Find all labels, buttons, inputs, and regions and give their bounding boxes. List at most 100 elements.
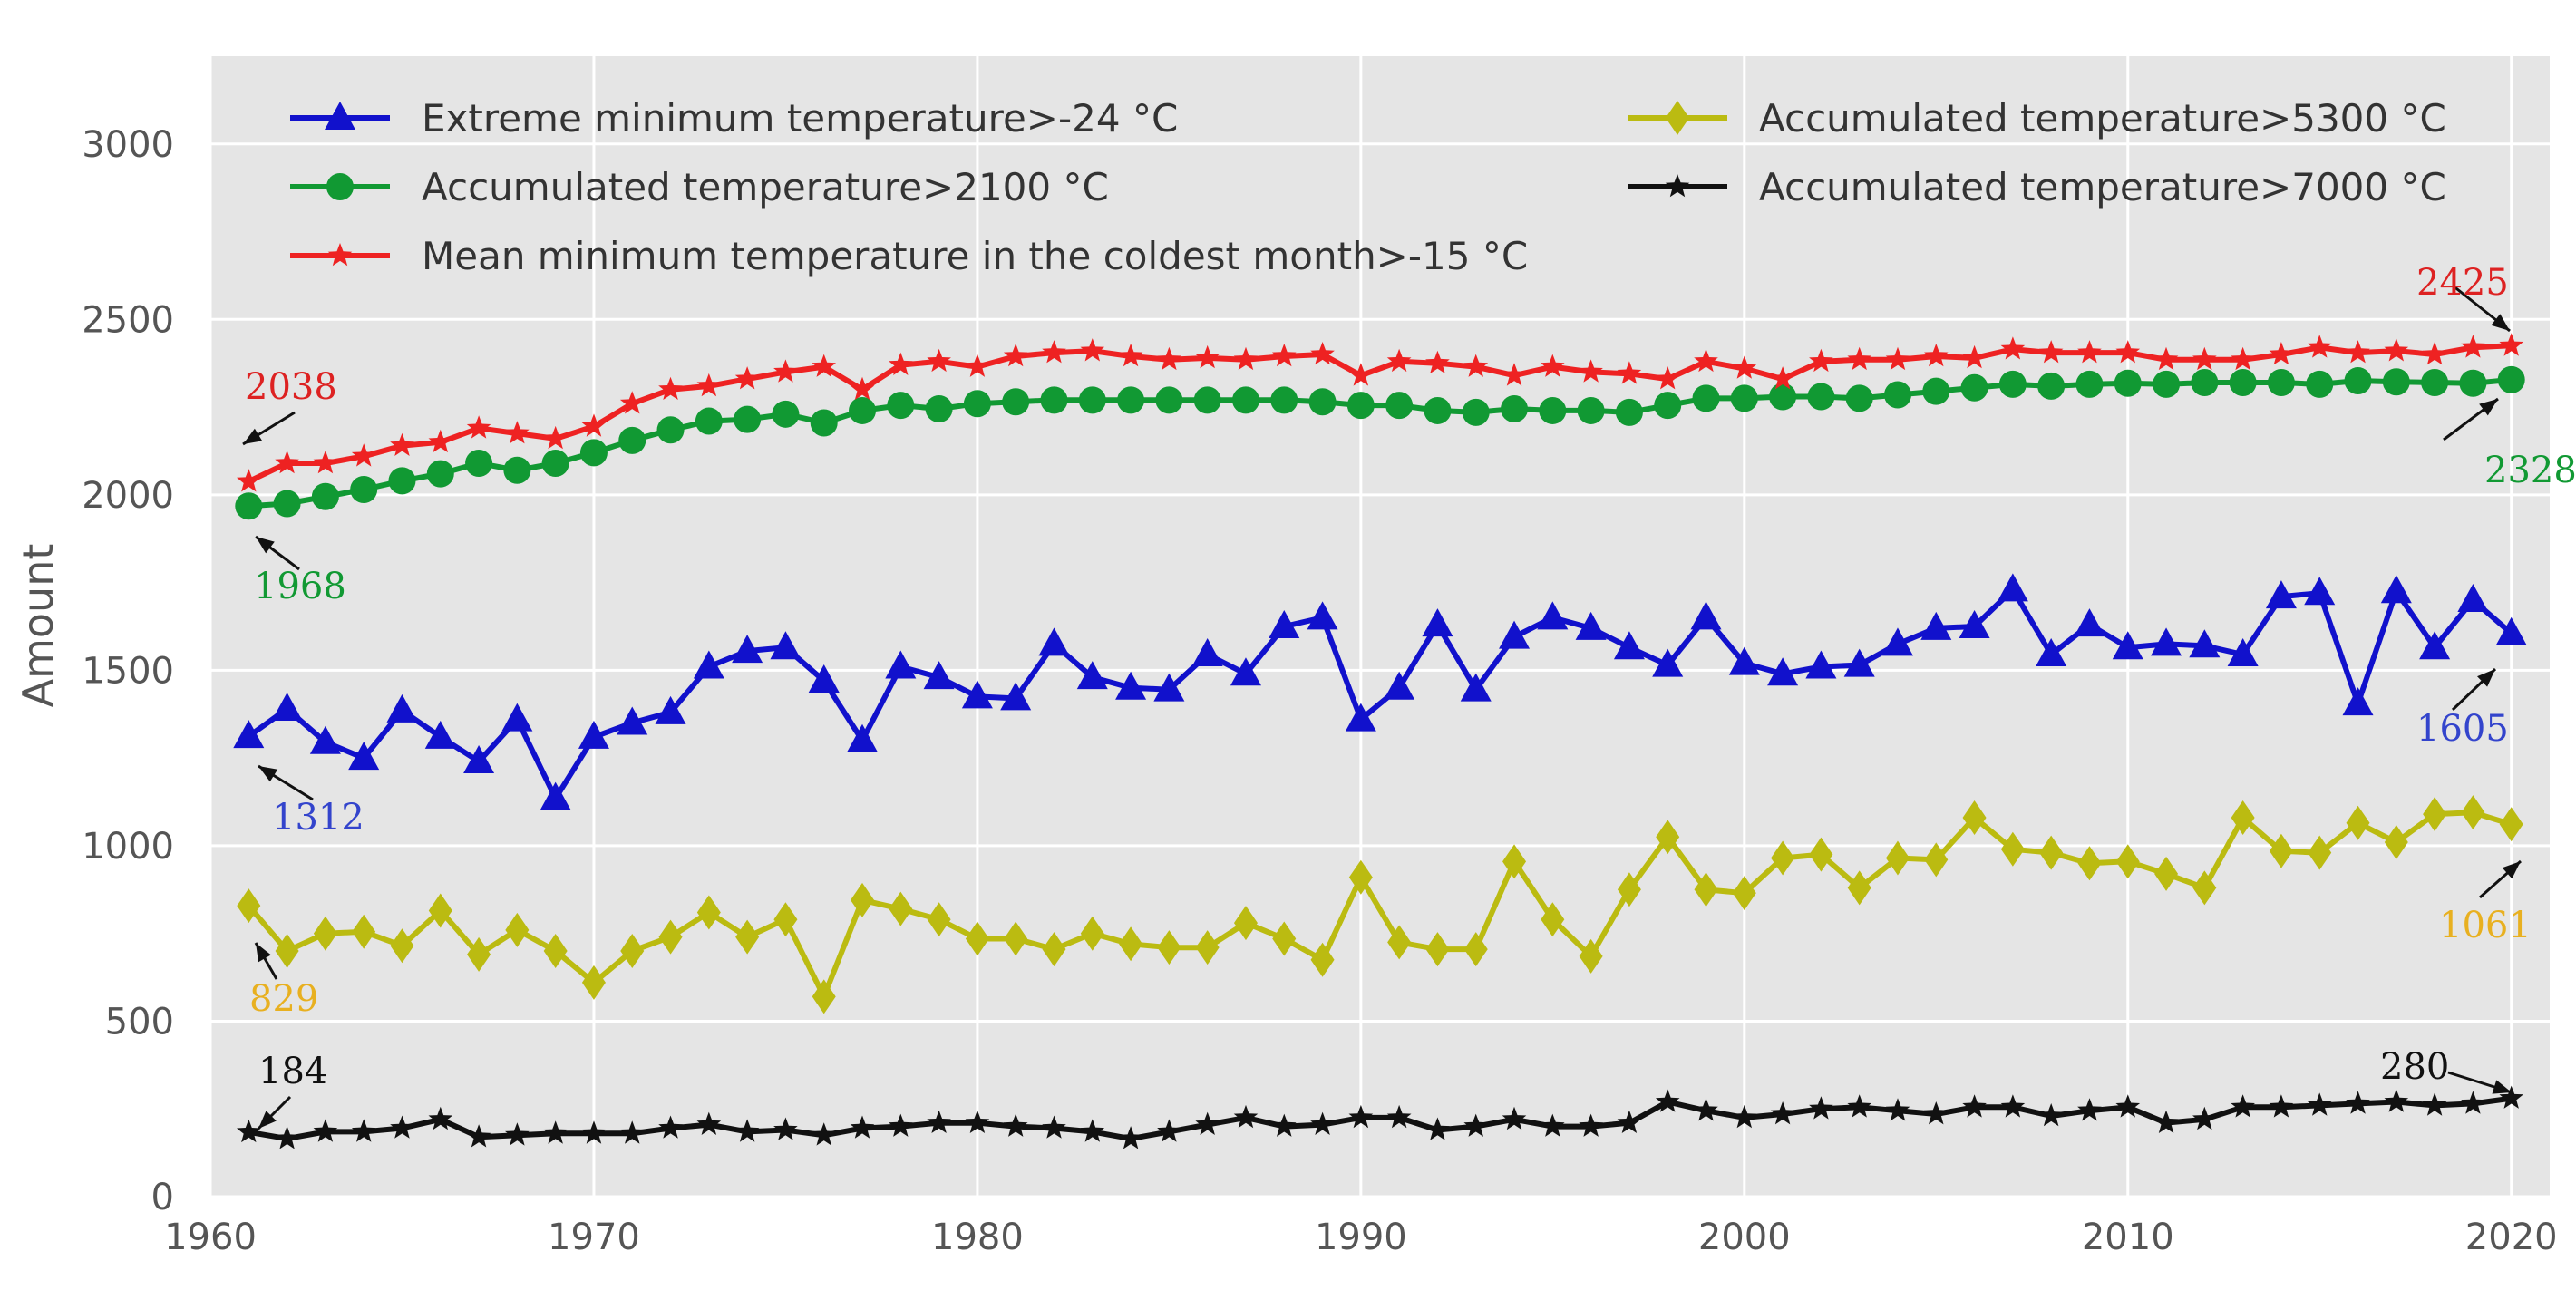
series-3 [237, 795, 2523, 1014]
data-point [235, 492, 263, 520]
x-tick-label: 1960 [164, 1217, 257, 1258]
data-point [2114, 369, 2142, 397]
data-point [770, 631, 802, 660]
data-point [889, 1113, 913, 1137]
data-point [850, 376, 875, 400]
data-point [2039, 835, 2064, 870]
legend-entry: Accumulated temperature>2100 °C [290, 165, 1109, 209]
data-point [1501, 395, 1529, 423]
data-point [1386, 1104, 1412, 1129]
data-point [965, 921, 989, 956]
data-point [1118, 1126, 1143, 1149]
data-point [1692, 384, 1720, 412]
data-point [693, 650, 724, 679]
data-point [2461, 1091, 2485, 1114]
data-point [2422, 1092, 2447, 1116]
annotation: 2425 [2416, 262, 2511, 333]
data-point [1883, 381, 1911, 409]
data-point [428, 893, 452, 928]
data-point [1847, 1094, 1871, 1118]
data-point [2346, 1091, 2370, 1114]
data-point [428, 429, 453, 453]
legend-label: Accumulated temperature>2100 °C [422, 165, 1109, 209]
data-point [1962, 344, 1987, 369]
data-point [772, 400, 800, 428]
data-point [1617, 1110, 1642, 1133]
y-tick-label: 2000 [82, 475, 174, 517]
x-tick-label: 1980 [931, 1217, 1024, 1258]
data-point [1038, 627, 1070, 656]
data-point [2153, 1110, 2179, 1133]
legend-entry: Accumulated temperature>7000 °C [1628, 165, 2446, 209]
data-point [773, 902, 798, 937]
annotation-arrowhead [243, 428, 263, 444]
annotation-label: 2425 [2416, 262, 2509, 304]
data-point [2499, 333, 2523, 356]
data-point [1384, 671, 1415, 700]
data-point [2499, 1085, 2523, 1109]
data-point [1003, 1113, 1028, 1137]
data-point [1809, 837, 1833, 872]
data-point [1730, 384, 1758, 412]
data-point [1118, 344, 1143, 367]
annotation-arrowhead [258, 766, 278, 782]
data-point [1233, 1104, 1259, 1129]
data-point [1959, 610, 1990, 638]
data-point [2495, 616, 2527, 645]
data-point [965, 1110, 990, 1133]
data-point [540, 781, 571, 810]
data-point [734, 366, 760, 390]
series-lines [233, 333, 2527, 1149]
data-point [1269, 610, 1300, 638]
data-point [1042, 340, 1066, 364]
data-point [2227, 637, 2259, 666]
data-point [734, 1119, 760, 1142]
data-point [1807, 383, 1835, 411]
data-point [619, 1120, 645, 1144]
data-point [275, 934, 299, 969]
data-point [2231, 346, 2255, 371]
data-point [889, 352, 913, 375]
data-point [543, 425, 568, 450]
series-2 [237, 333, 2523, 492]
legend-label: Accumulated temperature>5300 °C [1759, 96, 2446, 141]
data-point [812, 1122, 836, 1146]
x-tick-label: 2020 [2465, 1217, 2558, 1258]
data-point [2077, 1098, 2102, 1121]
data-point [1577, 396, 1605, 424]
data-point [1080, 916, 1104, 951]
data-point [2112, 631, 2143, 660]
annotation: 829 [249, 942, 318, 1020]
data-point [465, 450, 493, 478]
data-point [1233, 346, 1259, 371]
data-point [696, 373, 722, 397]
data-point [2036, 637, 2067, 666]
data-point [927, 902, 951, 937]
y-tick-label: 1500 [82, 650, 174, 692]
data-point [1885, 346, 1910, 371]
data-point [2038, 340, 2064, 364]
data-point [810, 409, 838, 437]
data-point [1654, 392, 1682, 420]
data-point [2154, 856, 2179, 891]
data-point [1000, 682, 1032, 711]
data-point [2419, 631, 2451, 660]
data-point [2307, 1092, 2332, 1116]
data-point [850, 1115, 875, 1139]
data-point [505, 421, 530, 444]
data-point [889, 891, 913, 926]
annotation: 1061 [2439, 859, 2532, 946]
data-point [309, 725, 341, 754]
data-point [658, 1115, 683, 1139]
data-point [1502, 1106, 1527, 1130]
data-point [2231, 1094, 2255, 1118]
annotation: 1605 [2416, 667, 2509, 750]
data-point [1771, 840, 1795, 876]
data-point [2074, 608, 2105, 637]
annotation-arrowhead [2477, 669, 2495, 687]
data-point [313, 1119, 338, 1142]
data-point [734, 405, 762, 433]
data-point [466, 415, 491, 439]
data-point [656, 416, 685, 444]
data-point [1881, 627, 1913, 656]
